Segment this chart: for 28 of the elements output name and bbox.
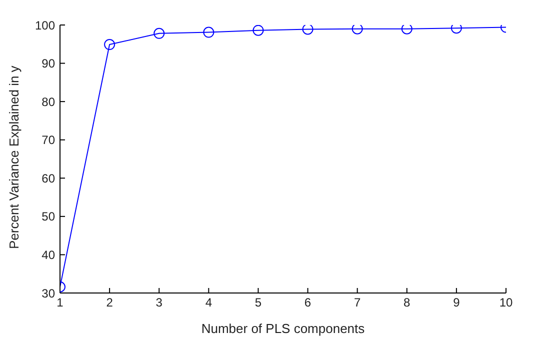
x-tick-label: 10 — [499, 296, 513, 310]
point — [352, 25, 363, 34]
x-tick-label: 1 — [56, 296, 64, 310]
y-tick-label: 40 — [42, 248, 56, 262]
y-tick-label: 50 — [42, 210, 56, 224]
point — [401, 25, 412, 34]
y-tick-label: 90 — [42, 56, 56, 71]
y-tick-label: 100 — [34, 18, 56, 32]
x-tick-label: 6 — [304, 296, 312, 310]
y-tick-label: 30 — [42, 286, 56, 300]
x-tick-label: 7 — [354, 296, 361, 310]
x-tick-label: 9 — [453, 296, 460, 310]
y-axis-title: Percent Variance Explained in y — [6, 65, 22, 249]
y-tick-label: 70 — [42, 133, 56, 148]
point — [450, 25, 462, 34]
x-tick-label: 3 — [156, 296, 163, 310]
x-axis-title: Number of PLS components — [201, 321, 366, 336]
point — [203, 26, 214, 38]
x-tick-label: 2 — [106, 296, 114, 310]
y-tick-label: 80 — [42, 94, 56, 109]
x-tick-label: 4 — [205, 296, 212, 310]
point — [154, 28, 165, 39]
point — [302, 25, 314, 35]
point — [104, 39, 116, 50]
x-tick-label: 5 — [254, 296, 262, 310]
x-tick-label: 8 — [404, 296, 411, 310]
point — [252, 25, 264, 36]
y-tick-label: 60 — [42, 171, 56, 186]
